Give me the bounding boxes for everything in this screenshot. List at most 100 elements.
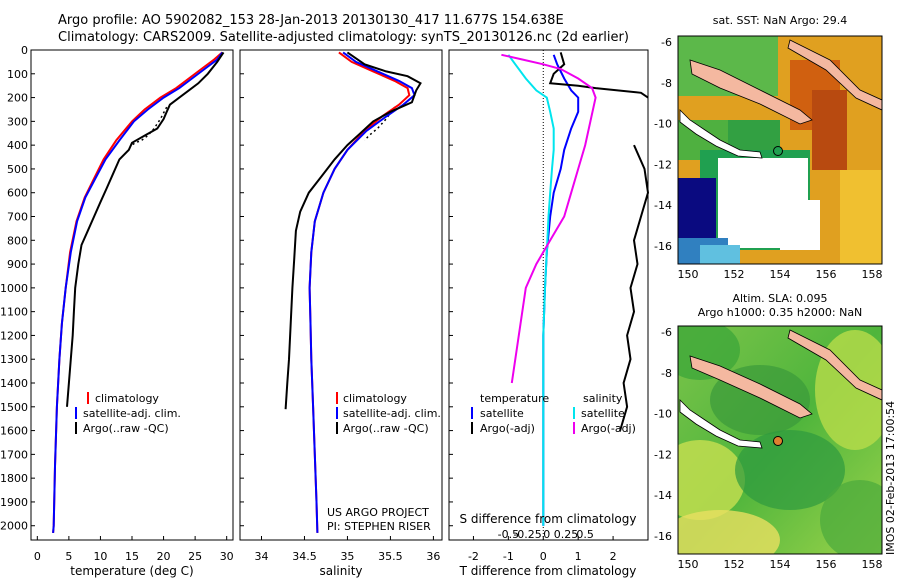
depth-tick-label: 200: [7, 92, 28, 105]
series-climatology: [308, 51, 411, 533]
depth-tick-label: 400: [7, 139, 28, 152]
x-tick-label: 35: [340, 550, 354, 563]
legend-satellite: satellite-adj. clim.: [83, 407, 181, 420]
legend-climatology: climatology: [343, 392, 407, 405]
legend-t-satellite: satellite: [480, 407, 524, 420]
depth-tick-label: 1800: [0, 472, 28, 485]
depth-tick-label: 1500: [0, 401, 28, 414]
map-lat-tick-label: -12: [654, 448, 672, 461]
series-argo-raw-qc: [284, 51, 422, 410]
map-lat-tick-label: -16: [654, 530, 672, 543]
depth-axis: 0 100 200 300 400 500 600 700 800 900 1000 1100 1200…: [0, 44, 453, 533]
imos-watermark: IMOS 02-Feb-2013 17:00:54: [884, 401, 897, 555]
x-tick-label: 20: [157, 550, 171, 563]
x-tick-label: 30: [220, 550, 234, 563]
legend-climatology: climatology: [95, 392, 159, 405]
depth-tick-label: 1100: [0, 306, 28, 319]
x-tick-label: 35.5: [378, 550, 403, 563]
depth-tick-label: 1700: [0, 448, 28, 461]
map-lon-tick-label: 152: [724, 268, 745, 281]
map-lon-tick-label: 152: [724, 558, 745, 571]
depth-tick-label: 1900: [0, 496, 28, 509]
map-lat-tick-label: -8: [661, 77, 672, 90]
float-position-marker: [773, 146, 783, 156]
x-tick-label: 15: [125, 550, 139, 563]
x-tick-label: 2: [610, 550, 617, 563]
map-lat-tick-label: -6: [661, 36, 672, 49]
depth-tick-label: 2000: [0, 520, 28, 533]
map-lat-tick-label: -8: [661, 367, 672, 380]
map-lon-tick-label: 156: [816, 268, 837, 281]
x2-tick-label: 0.25: [554, 528, 579, 541]
legend-argo: Argo(..raw -QC): [343, 422, 429, 435]
depth-tick-label: 0: [21, 44, 28, 57]
rejected-data-segment: [364, 106, 396, 141]
sla-map-title-2: Argo h1000: 0.35 h2000: NaN: [698, 306, 863, 319]
legend-argo: Argo(..raw -QC): [83, 422, 169, 435]
x-tick-label: 0: [540, 550, 547, 563]
series-salinity-argo-adj: [501, 53, 597, 384]
depth-tick-label: 500: [7, 163, 28, 176]
map-lon-tick-label: 150: [678, 558, 699, 571]
header-line-2: Climatology: CARS2009. Satellite-adjuste…: [58, 30, 629, 45]
map-lon-tick-label: 150: [678, 268, 699, 281]
depth-tick-label: 1000: [0, 282, 28, 295]
legend-s-argo: Argo(-adj): [581, 422, 636, 435]
salinity-legend: climatology satellite-adj. clim. Argo(..…: [336, 392, 441, 435]
x-tick-label: 36: [426, 550, 440, 563]
legend-title-temperature: temperature: [480, 392, 549, 405]
map-lat-tick-label: -10: [654, 118, 672, 131]
float-position-marker: [773, 436, 783, 446]
x-tick-label: 5: [65, 550, 72, 563]
map-lat-tick-label: -6: [661, 326, 672, 339]
series-satellite-adj-clim: [308, 51, 416, 533]
map-lon-tick-label: 158: [862, 268, 883, 281]
difference-panel: [448, 49, 649, 541]
sla-map-title-1: Altim. SLA: 0.095: [732, 292, 827, 305]
sst-map-title: sat. SST: NaN Argo: 29.4: [713, 14, 847, 27]
depth-tick-label: 900: [7, 258, 28, 271]
series-temperature-satellite: [542, 54, 580, 526]
x-tick-label: 1: [575, 550, 582, 563]
profile-plots: 0 5 10 15 20 25 30 34 34.5 35 35.5 36 -2 -1 0 1 2 -0.5-0.…: [34, 50, 650, 563]
sst-map: [678, 36, 882, 264]
x-tick-label: 10: [93, 550, 107, 563]
s-difference-axis-label: S difference from climatology: [460, 512, 637, 526]
x-tick-label: -1: [503, 550, 514, 563]
salinity-axis-label: salinity: [319, 564, 362, 578]
x-tick-label: 0: [34, 550, 41, 563]
x-tick-label: 34.5: [292, 550, 317, 563]
series-temperature-argo-deep: [619, 144, 650, 431]
series-satellite-adj-clim: [52, 51, 224, 533]
legend-title-salinity: salinity: [583, 392, 623, 405]
depth-tick-label: 600: [7, 187, 28, 200]
legend-t-argo: Argo(-adj): [480, 422, 535, 435]
map-lon-tick-label: 154: [770, 268, 791, 281]
map-lat-tick-label: -14: [654, 199, 672, 212]
x2-tick-label: 0.5: [576, 528, 594, 541]
depth-tick-label: 1600: [0, 425, 28, 438]
series-salinity-satellite: [507, 54, 555, 526]
difference-legend: temperature salinity satellite Argo(-adj…: [471, 392, 636, 435]
map-lon-tick-label: 154: [770, 558, 791, 571]
temperature-axis-label: temperature (deg C): [70, 564, 193, 578]
depth-tick-label: 100: [7, 68, 28, 81]
map-lon-tick-label: 158: [862, 558, 883, 571]
header-line-1: Argo profile: AO 5902082_153 28-Jan-2013…: [58, 13, 564, 28]
series-temperature-argo-adj: [548, 52, 649, 99]
temperature-legend: climatology satellite-adj. clim. Argo(..…: [75, 392, 181, 435]
depth-tick-label: 700: [7, 211, 28, 224]
legend-satellite: satellite-adj. clim.: [343, 407, 441, 420]
map-lat-tick-label: -14: [654, 489, 672, 502]
series-argo-raw-qc: [66, 51, 225, 407]
x2-tick-label: -0.25: [513, 528, 541, 541]
pi-annotation: PI: STEPHEN RISER: [327, 520, 431, 533]
series-climatology: [52, 51, 223, 533]
project-annotation: US ARGO PROJECT: [327, 506, 429, 519]
x-tick-label: 25: [188, 550, 202, 563]
x2-tick-label: -0.5: [498, 528, 519, 541]
depth-tick-label: 1200: [0, 329, 28, 342]
x2-tick-label: 0: [543, 528, 550, 541]
map-axis-labels: -6 -8 -10 -12 -14 -16 150 152 154 156 158 -6 -8 -10 -1…: [654, 36, 882, 571]
